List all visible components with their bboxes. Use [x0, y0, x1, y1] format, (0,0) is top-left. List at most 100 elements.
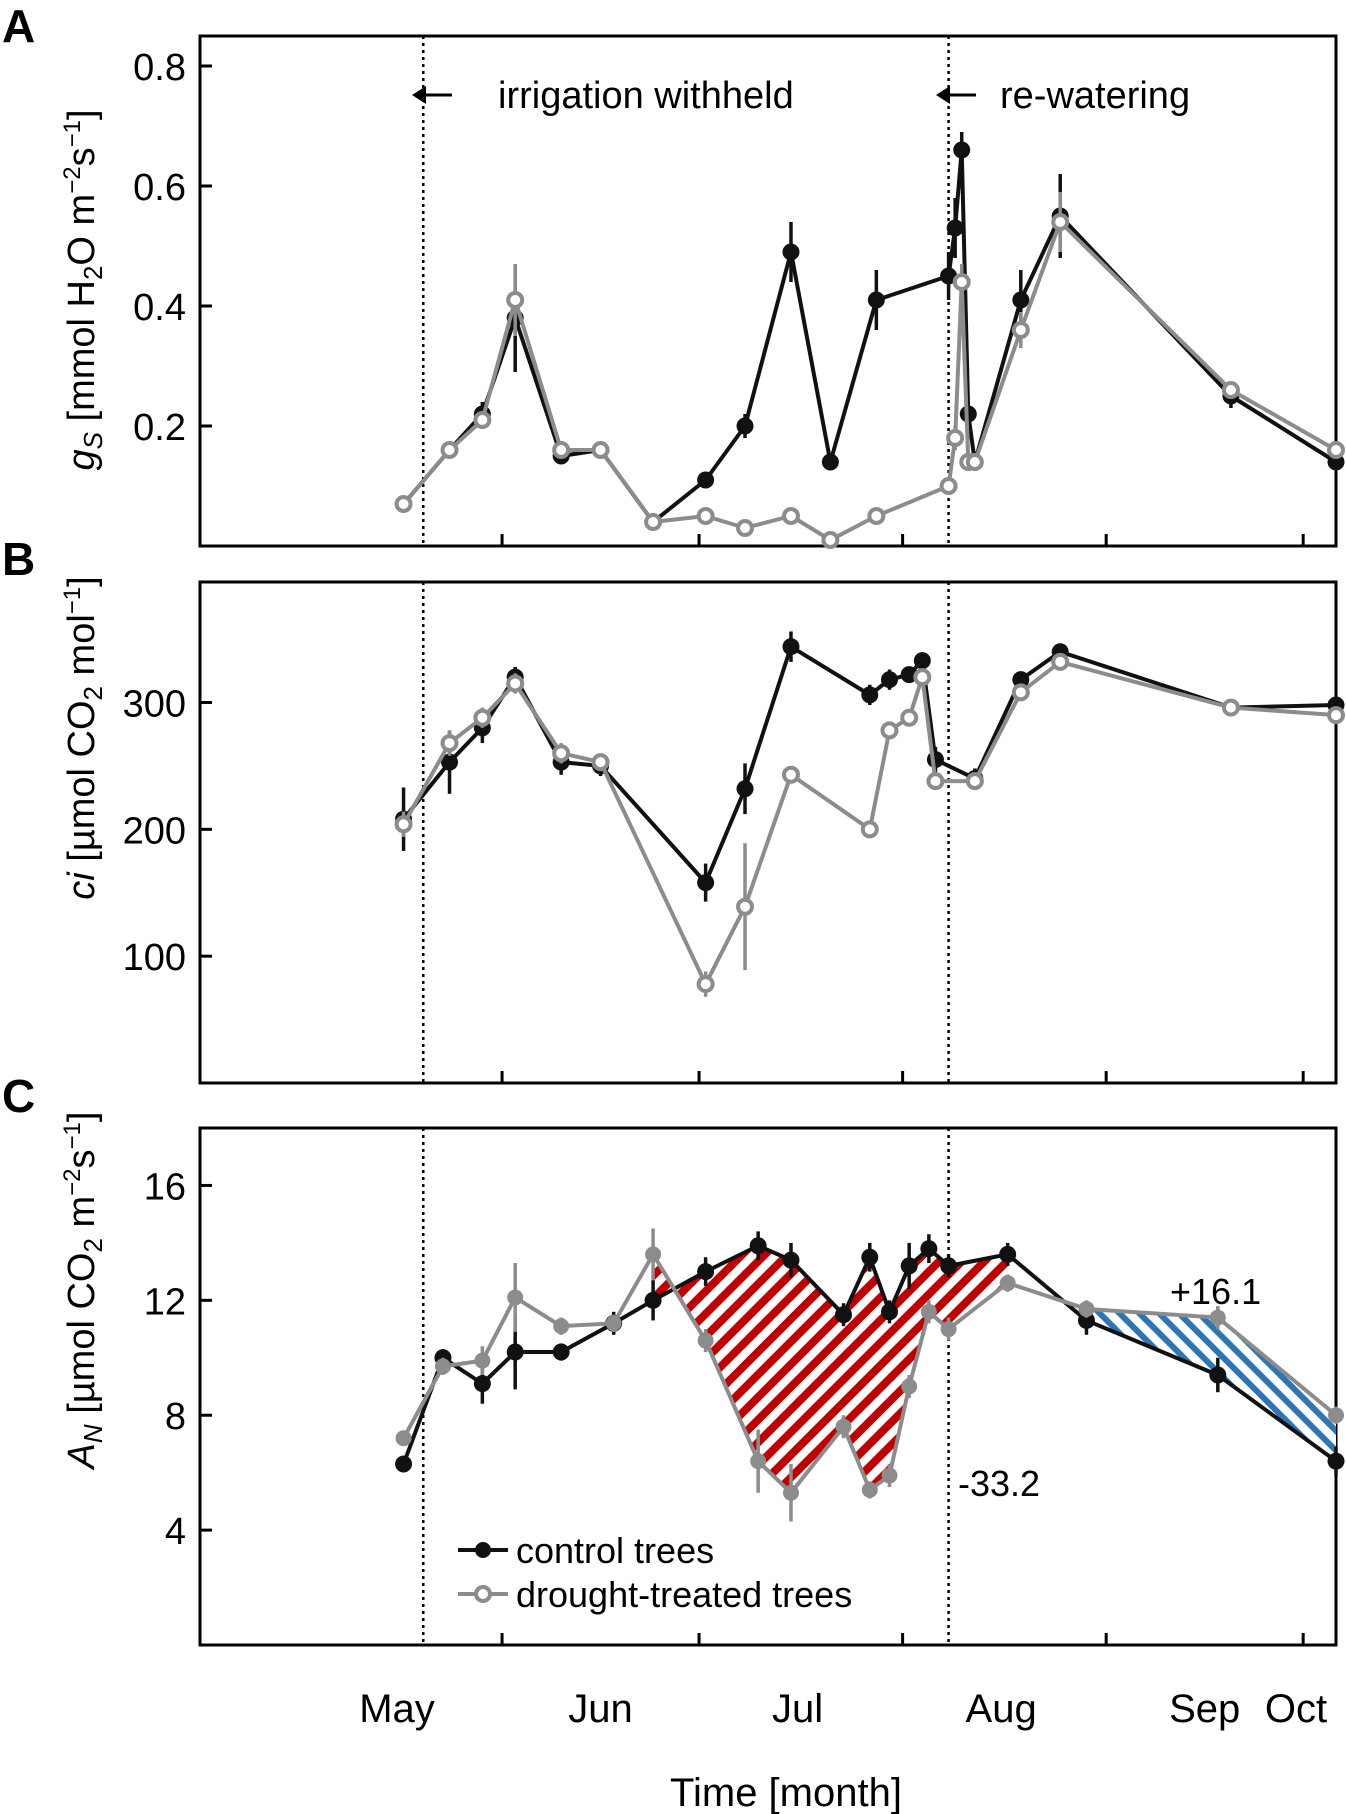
data-point-control [782, 638, 800, 656]
y-axis-label-c: AN [µmol CO2 m−2s−1] [59, 1112, 108, 1471]
data-point-drought [1327, 706, 1345, 725]
data-point-control [1012, 671, 1030, 689]
data-point-drought [645, 1246, 662, 1263]
data-point-control [867, 291, 885, 309]
data-point-drought [880, 721, 899, 740]
data-point-drought [1221, 698, 1240, 717]
data-point-drought [591, 441, 610, 459]
arrowhead-icon [936, 86, 950, 104]
y-tick-label: 12 [144, 1281, 186, 1323]
data-point-control [999, 1245, 1017, 1263]
y-tick-label: 4 [165, 1511, 186, 1553]
data-point-control [1012, 291, 1030, 309]
data-point-drought [440, 734, 459, 753]
y-tick-label: 0.2 [133, 407, 186, 449]
data-point-control [821, 453, 839, 471]
data-point-drought [867, 507, 886, 525]
data-point-drought [644, 513, 663, 531]
event-label-irrigation: irrigation withheld [498, 75, 794, 117]
y-tick-label: 0.8 [133, 47, 186, 89]
data-point-drought [861, 1481, 878, 1498]
x-tick-label-aug: Aug [966, 1687, 1037, 1731]
panel-b-ci: 100 200 300 [123, 580, 1345, 1085]
series-line-control [402, 644, 1337, 885]
surplus-area [1086, 1308, 1336, 1462]
data-point-drought [965, 772, 984, 791]
data-point-control [1209, 1366, 1227, 1384]
data-point-drought [473, 708, 492, 727]
data-point-drought [900, 708, 919, 727]
data-point-drought [926, 772, 945, 791]
series-line-drought [402, 220, 1337, 542]
data-point-control [880, 1303, 898, 1321]
data-point-drought [860, 820, 879, 839]
data-point-control [782, 243, 800, 261]
event-rewatering: re-watering [936, 75, 1190, 117]
data-point-drought [553, 1318, 570, 1335]
data-point-drought [913, 668, 932, 687]
data-point-drought [1221, 381, 1240, 399]
data-point-drought [1328, 1407, 1344, 1424]
x-tick-label-jul: Jul [772, 1687, 823, 1731]
panel-c-an: 4 8 12 16 [144, 1126, 1345, 1647]
data-point-control [697, 1263, 715, 1281]
data-point-drought [552, 441, 571, 459]
data-point-drought [736, 897, 755, 916]
data-point-control [749, 1237, 767, 1255]
data-point-control [644, 1291, 662, 1309]
data-point-drought [696, 975, 715, 994]
data-point-drought [835, 1418, 852, 1435]
series-line-drought [401, 1252, 1338, 1495]
series-control [395, 631, 1345, 902]
data-point-control [861, 686, 879, 704]
data-point-drought [946, 429, 965, 447]
data-point-drought [940, 1321, 957, 1338]
y-axis-label-a: gS [mmol H2O m−2s−1] [59, 109, 108, 470]
data-point-control [736, 417, 754, 435]
event-label-rewatering: re-watering [1000, 75, 1190, 117]
data-point-drought [1209, 1309, 1226, 1326]
y-tick-label: 300 [123, 683, 186, 725]
legend-marker-control [475, 1542, 491, 1558]
data-point-drought [473, 411, 492, 429]
data-point-drought [474, 1352, 491, 1369]
series-drought [394, 192, 1345, 549]
data-point-drought [736, 519, 755, 537]
data-point-drought [999, 1275, 1016, 1292]
data-point-control [946, 219, 964, 237]
plot-frame [198, 1126, 1338, 1647]
x-tick-labels: May Jun Jul Aug Sep Oct [359, 1687, 1327, 1731]
data-point-control [506, 1343, 524, 1361]
arrowhead-icon [412, 86, 426, 104]
x-axis-label: Time [month] [670, 1771, 902, 1814]
data-point-drought [782, 1484, 799, 1501]
data-point-control [940, 267, 958, 285]
data-point-control [395, 1455, 413, 1473]
data-point-control [913, 652, 931, 670]
y-tick-label: 200 [123, 810, 186, 852]
data-point-drought [697, 1332, 714, 1349]
data-point-drought [394, 815, 413, 834]
data-point-drought [605, 1315, 622, 1332]
y-tick-label: 100 [123, 937, 186, 979]
data-point-control [697, 874, 715, 892]
data-point-control [940, 1257, 958, 1275]
y-tick-label: 16 [144, 1166, 186, 1208]
data-point-drought [781, 507, 800, 525]
x-tick-label-oct: Oct [1265, 1687, 1327, 1731]
data-point-control [880, 671, 898, 689]
data-point-drought [939, 477, 958, 495]
data-point-control [861, 1248, 879, 1266]
data-point-drought [434, 1358, 451, 1375]
data-point-drought [394, 495, 413, 513]
data-point-drought [507, 1289, 524, 1306]
panel-label-c: C [2, 1070, 35, 1122]
plot-frame [198, 34, 1338, 548]
data-point-drought [952, 273, 971, 291]
y-tick-label: 8 [165, 1396, 186, 1438]
x-tick-label-jun: Jun [568, 1687, 633, 1731]
data-point-control [900, 666, 918, 684]
event-irrigation-withheld: irrigation withheld [412, 75, 794, 117]
y-tick-label: 0.6 [133, 167, 186, 209]
